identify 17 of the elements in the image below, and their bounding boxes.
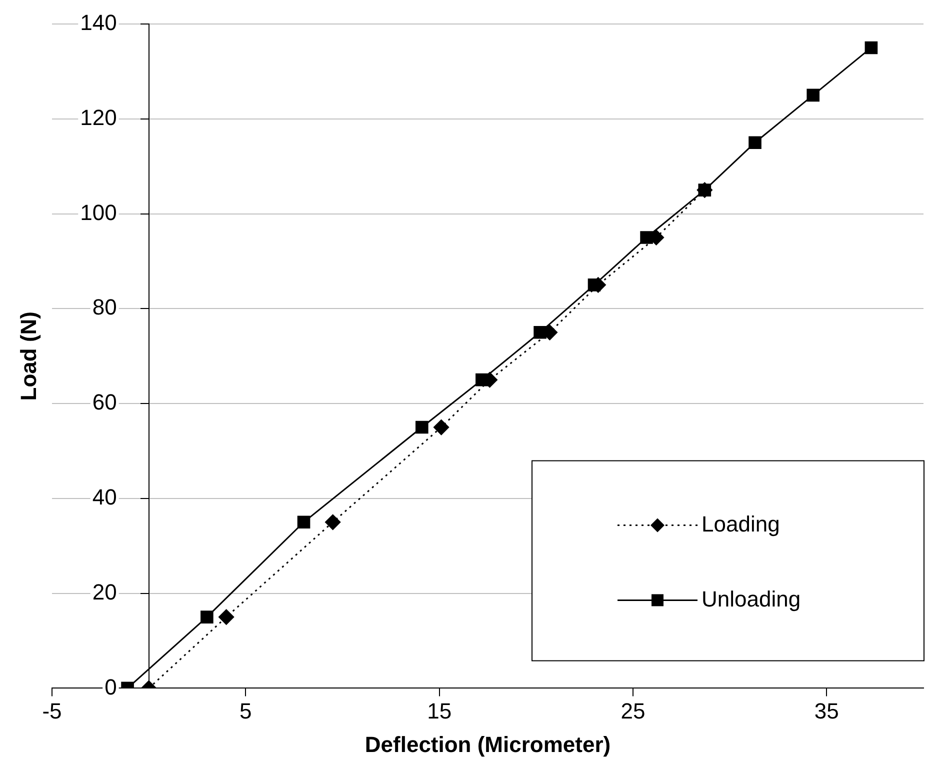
y-tick-label: 20	[92, 579, 117, 604]
y-tick-label: 80	[92, 294, 117, 320]
y-tick-label: 0	[104, 674, 117, 700]
y-tick-label: 60	[92, 390, 117, 415]
y-tick-label: 120	[80, 104, 117, 130]
y-tick-label: 100	[80, 200, 117, 225]
x-tick-label: 15	[427, 698, 452, 724]
x-tick-label: 35	[814, 698, 839, 724]
x-tick-label: 25	[620, 698, 646, 724]
x-tick-label: -5	[42, 698, 62, 724]
y-tick-label: 140	[80, 10, 117, 36]
legend-label: Unloading	[702, 586, 801, 612]
legend-label: Loading	[702, 511, 780, 536]
x-tick-label: 5	[240, 698, 252, 724]
x-axis-title: Deflection (Micrometer)	[364, 732, 611, 757]
y-axis-title: Load (N)	[16, 312, 42, 401]
y-tick-label: 40	[92, 484, 117, 510]
